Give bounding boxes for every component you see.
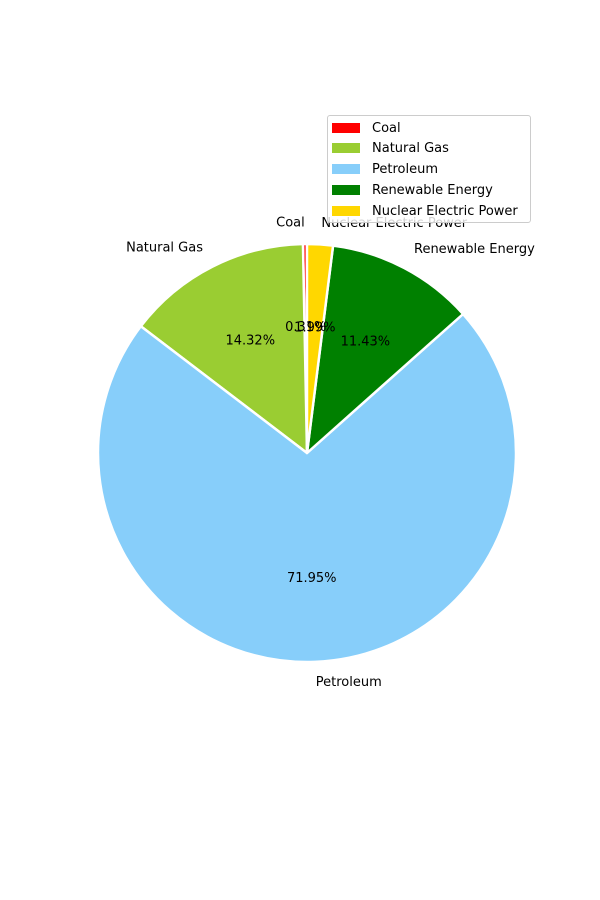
- legend-item-petroleum: Petroleum: [332, 159, 438, 179]
- legend-label-coal: Coal: [372, 120, 401, 136]
- pct-label-petroleum: 71.95%: [287, 571, 337, 586]
- pie-slice-renewable-energy: [305, 244, 465, 455]
- legend-swatch-petroleum: [332, 164, 360, 174]
- legend-swatch-coal: [332, 123, 360, 133]
- slice-label-renewable-energy: Renewable Energy: [414, 242, 535, 257]
- pct-label-natural-gas: 14.32%: [225, 334, 275, 349]
- slice-label-coal: Coal: [276, 216, 305, 231]
- pie-slice-natural-gas: [139, 242, 309, 455]
- pie-slices: [96, 242, 518, 664]
- legend-label-renewable-energy: Renewable Energy: [372, 182, 493, 198]
- legend-item-nuclear-electric-power: Nuclear Electric Power: [332, 201, 518, 221]
- slice-label-petroleum: Petroleum: [316, 675, 382, 690]
- legend-item-renewable-energy: Renewable Energy: [332, 180, 493, 200]
- slice-label-natural-gas: Natural Gas: [126, 240, 203, 255]
- pct-label-renewable-energy: 11.43%: [341, 335, 391, 350]
- pct-label-nuclear-electric-power: 1.99%: [294, 320, 335, 335]
- legend-label-natural-gas: Natural Gas: [372, 140, 449, 156]
- legend-swatch-nuclear-electric-power: [332, 206, 360, 216]
- legend-item-coal: Coal: [332, 118, 401, 138]
- legend-label-nuclear-electric-power: Nuclear Electric Power: [372, 203, 518, 219]
- legend: Coal Natural Gas Petroleum Renewable Ene…: [327, 115, 531, 223]
- pie-slice-petroleum: [96, 312, 518, 664]
- pie-slice-nuclear-electric-power: [305, 242, 335, 455]
- legend-item-natural-gas: Natural Gas: [332, 138, 449, 158]
- pct-label-coal: 0.31%: [285, 320, 326, 335]
- legend-swatch-natural-gas: [332, 143, 360, 153]
- legend-swatch-renewable-energy: [332, 185, 360, 195]
- legend-label-petroleum: Petroleum: [372, 161, 438, 177]
